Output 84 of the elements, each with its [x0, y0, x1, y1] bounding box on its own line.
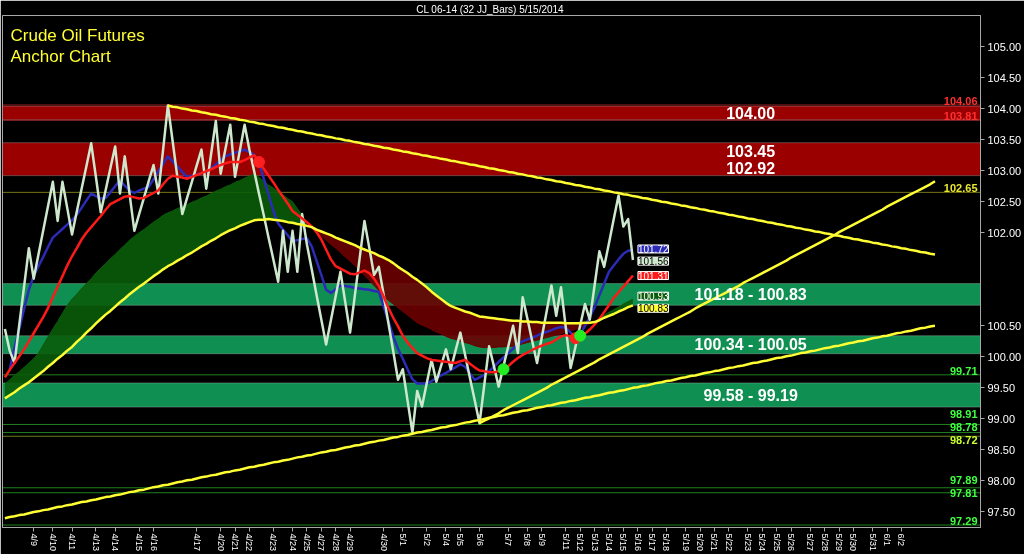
y-tick-label: 100.00 [987, 350, 1022, 363]
data-label: 100.83 [637, 303, 669, 315]
x-tick-label: 5/31 [867, 533, 878, 552]
x-tick-label: 4/27 [316, 533, 327, 552]
x-tick-label: 5/19 [680, 533, 691, 552]
band-label: 103.45 102.92 [726, 142, 776, 177]
x-tick-label: 4/15 [134, 533, 145, 552]
x-tick-label: 5/27 [805, 533, 816, 552]
ref-line-label: 97.29 [949, 515, 978, 528]
x-tick-label: 5/24 [757, 533, 768, 552]
y-tick-label: 99.00 [987, 412, 1016, 425]
x-tick-label: 4/28 [330, 533, 341, 552]
ref-line-label: 98.78 [949, 421, 978, 434]
y-tick-label: 103.00 [987, 164, 1022, 177]
y-tick-label: 100.50 [987, 319, 1022, 332]
x-tick-label: 4/21 [230, 533, 241, 552]
x-tick-label: 5/9 [536, 533, 547, 547]
y-tick-label: 105.00 [987, 40, 1022, 53]
band-label: 104.00 [726, 104, 776, 122]
x-tick-label: 5/16 [632, 533, 643, 552]
x-tick-label: 5/23 [742, 533, 753, 552]
x-tick-label: 5/20 [695, 533, 706, 552]
x-tick-label: 6/2 [896, 533, 907, 547]
x-tick-label: 4/20 [215, 533, 226, 552]
data-label: 101.72 [637, 243, 669, 255]
data-label: 101.56 [637, 256, 669, 268]
x-tick-label: 4/23 [268, 533, 279, 552]
chart-subtitle: CL 06-14 (32 JJ_Bars) 5/15/2014 [416, 3, 565, 15]
x-tick-label: 5/7 [503, 533, 514, 547]
x-tick-label: 5/4 [440, 533, 451, 547]
x-tick-label: 4/13 [90, 533, 101, 552]
x-tick-label: 5/30 [848, 533, 859, 552]
ref-line-label: 103.81 [943, 110, 978, 123]
x-tick-label: 5/8 [522, 533, 533, 547]
x-tick-label: 5/13 [589, 533, 600, 552]
x-tick-label: 5/21 [709, 533, 720, 552]
x-tick-label: 5/15 [618, 533, 629, 552]
ref-line-label: 97.89 [949, 473, 978, 486]
y-tick-label: 99.50 [987, 381, 1016, 394]
x-tick-label: 5/18 [661, 533, 672, 552]
ref-line-label: 102.65 [943, 182, 978, 195]
ref-line-label: 97.81 [949, 486, 978, 499]
x-tick-label: 4/24 [287, 533, 298, 552]
x-tick-label: 5/6 [474, 533, 485, 547]
x-tick-label: 5/29 [834, 533, 845, 552]
y-tick-label: 103.50 [987, 133, 1022, 146]
x-tick-label: 5/14 [603, 533, 614, 552]
x-tick-label: 5/2 [421, 533, 432, 547]
y-tick-label: 104.50 [987, 71, 1022, 84]
y-tick-label: 102.00 [987, 226, 1022, 239]
ref-line-label: 98.91 [949, 408, 978, 420]
y-tick-label: 98.00 [987, 474, 1016, 487]
text: Crude Oil Futures Anchor Chart [10, 25, 145, 66]
data-label: 100.93 [637, 291, 669, 303]
x-tick-label: 4/30 [378, 533, 389, 552]
x-tick-label: 5/25 [771, 533, 782, 552]
x-tick-label: 4/25 [301, 533, 312, 552]
x-tick-label: 5/1 [397, 533, 408, 547]
band-label: 99.58 - 99.19 [703, 386, 798, 404]
x-tick-label: 5/12 [575, 533, 586, 552]
ref-line-label: 98.72 [949, 434, 978, 447]
x-tick-label: 5/22 [723, 533, 734, 552]
x-tick-label: 5/26 [786, 533, 797, 552]
x-tick-label: 4/10 [47, 533, 58, 552]
x-tick-label: 5/5 [455, 533, 466, 547]
x-tick-label: 4/16 [148, 533, 159, 552]
y-tick-label: 102.50 [987, 195, 1022, 208]
x-tick-label: 4/17 [191, 533, 202, 552]
x-tick-label: 5/17 [647, 533, 658, 552]
y-tick-label: 104.00 [987, 102, 1022, 115]
data-label: 101.31 [637, 270, 669, 282]
y-tick-label: 98.50 [987, 443, 1016, 456]
ref-line-label: 104.06 [943, 94, 978, 107]
x-tick-label: 4/14 [110, 533, 121, 552]
ref-line-label: 99.71 [949, 364, 978, 377]
x-tick-label: 4/29 [345, 533, 356, 552]
x-tick-label: 5/28 [819, 533, 830, 552]
x-tick-label: 4/9 [28, 533, 39, 547]
x-tick-label: 6/1 [882, 533, 893, 547]
band-label: 100.34 - 100.05 [694, 336, 807, 354]
x-tick-label: 4/22 [244, 533, 255, 552]
y-tick-label: 97.50 [987, 505, 1016, 518]
x-tick-label: 4/11 [67, 533, 78, 551]
x-tick-label: 5/11 [560, 533, 571, 551]
